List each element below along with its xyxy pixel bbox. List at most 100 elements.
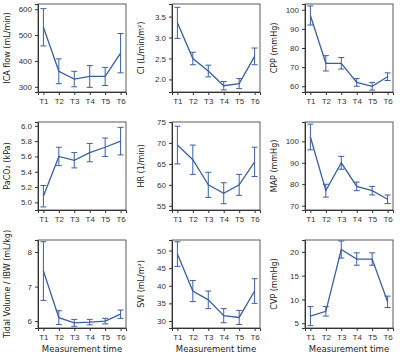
x-tick: T5 xyxy=(101,210,111,224)
error-bar-cap xyxy=(102,138,108,139)
x-tick-label: T5 xyxy=(368,97,378,106)
x-tick-label: T5 xyxy=(235,333,245,342)
marks xyxy=(40,9,123,88)
x-tick: T5 xyxy=(235,328,245,342)
y-tick-mark xyxy=(169,251,172,252)
x-tick-label: T1 xyxy=(306,333,316,342)
y-tick-label: 3.0 xyxy=(155,34,167,43)
x-tick-mark xyxy=(177,328,178,331)
x-tick-mark xyxy=(224,210,225,213)
y-tick-mark xyxy=(169,79,172,80)
error-bar-cap xyxy=(174,38,180,39)
error-bar-cap xyxy=(221,203,227,204)
x-tick-mark xyxy=(43,92,44,95)
y-tick-mark xyxy=(35,61,38,62)
error-bar-cap xyxy=(252,64,258,65)
plot-frame xyxy=(38,122,126,210)
x-tick-mark xyxy=(255,328,256,331)
y-axis: 3035404550 xyxy=(157,241,172,329)
error-bar-cap xyxy=(205,65,211,66)
error-bar-cap xyxy=(118,33,124,34)
x-tick-label: T3 xyxy=(70,97,80,106)
panel: 678T1T2T3T4T5T6Tidal Volume / IBW (mL/kg… xyxy=(3,230,127,354)
x-tick: T6 xyxy=(250,210,260,224)
y-tick-label: 6 xyxy=(28,317,33,326)
y-tick-mark xyxy=(169,286,172,287)
x-tick: T6 xyxy=(250,328,260,342)
x-tick: T2 xyxy=(189,92,199,106)
y-tick: 100 xyxy=(286,137,305,146)
data-line xyxy=(310,137,387,199)
marks xyxy=(174,7,257,90)
y-tick-mark xyxy=(35,87,38,88)
y-tick-label: 5.0 xyxy=(21,198,33,207)
x-tick-mark xyxy=(357,210,358,213)
error-bar-cap xyxy=(174,241,180,242)
x-tick-label: T5 xyxy=(368,333,378,342)
x-axis: T1T2T3T4T5T6 xyxy=(39,210,127,224)
plot-frame xyxy=(38,240,126,328)
error-bar xyxy=(385,73,391,81)
y-tick-mark xyxy=(35,287,38,288)
y-tick-label: 45 xyxy=(157,264,166,273)
y-axis: 300400500600 xyxy=(19,5,39,93)
x-tick: T1 xyxy=(306,210,316,224)
plot-frame xyxy=(305,4,393,92)
x-axis-line xyxy=(306,211,394,214)
y-axis-title: MAP (mmHg) xyxy=(270,140,279,193)
y-tick: 8 xyxy=(28,248,38,257)
y-tick-label: 65 xyxy=(157,160,166,169)
error-bar xyxy=(118,310,124,318)
x-tick-label: T3 xyxy=(70,333,80,342)
x-tick: T4 xyxy=(220,210,230,224)
x-tick: T5 xyxy=(368,92,378,106)
error-bar-cap xyxy=(118,310,124,311)
marks xyxy=(307,124,390,203)
y-tick-label: 5.4 xyxy=(21,168,33,177)
y-tick-label: 500 xyxy=(19,31,33,40)
error-bar xyxy=(40,242,46,301)
x-tick-label: T4 xyxy=(86,215,96,224)
error-bar-cap xyxy=(307,149,313,150)
x-tick: T2 xyxy=(55,92,65,106)
error-bar-cap xyxy=(56,58,62,59)
y-tick: 300 xyxy=(19,83,38,92)
error-bar-cap xyxy=(40,300,46,301)
error-bar-cap xyxy=(102,318,108,319)
y-tick-mark xyxy=(302,29,305,30)
y-tick-label: 5 xyxy=(295,319,300,328)
y-tick-label: 35 xyxy=(157,299,166,308)
x-tick-mark xyxy=(105,210,106,213)
y-tick: 6 xyxy=(28,317,38,326)
x-axis-line xyxy=(173,329,261,332)
x-tick: T2 xyxy=(322,328,332,342)
x-tick-mark xyxy=(43,210,44,213)
y-tick-label: 100 xyxy=(286,6,300,15)
y-tick-mark xyxy=(302,48,305,49)
y-axis-line xyxy=(169,241,173,329)
y-tick-label: 90 xyxy=(290,25,299,34)
x-tick: T2 xyxy=(55,210,65,224)
y-tick-label: 600 xyxy=(19,5,33,14)
x-tick: T6 xyxy=(116,92,126,106)
marks xyxy=(307,241,390,326)
y-tick-mark xyxy=(169,17,172,18)
error-bar-cap xyxy=(307,306,313,307)
x-tick-label: T3 xyxy=(337,215,347,224)
y-axis-title: CI (L/min/m²) xyxy=(137,22,146,75)
error-bar-cap xyxy=(40,8,46,9)
x-axis-line xyxy=(39,329,127,332)
x-tick: T5 xyxy=(235,210,245,224)
x-tick-label: T2 xyxy=(322,215,332,224)
x-tick-mark xyxy=(310,210,311,213)
y-axis: 5560657075 xyxy=(157,118,172,211)
y-axis: 2.02.53.03.5 xyxy=(155,5,173,93)
x-tick-mark xyxy=(224,328,225,331)
marks xyxy=(307,6,390,90)
x-tick-mark xyxy=(121,210,122,213)
x-tick-mark xyxy=(388,210,389,213)
error-bar-cap xyxy=(102,85,108,86)
data-line xyxy=(310,15,387,86)
marks xyxy=(174,126,257,204)
x-tick-label: T1 xyxy=(306,97,316,106)
